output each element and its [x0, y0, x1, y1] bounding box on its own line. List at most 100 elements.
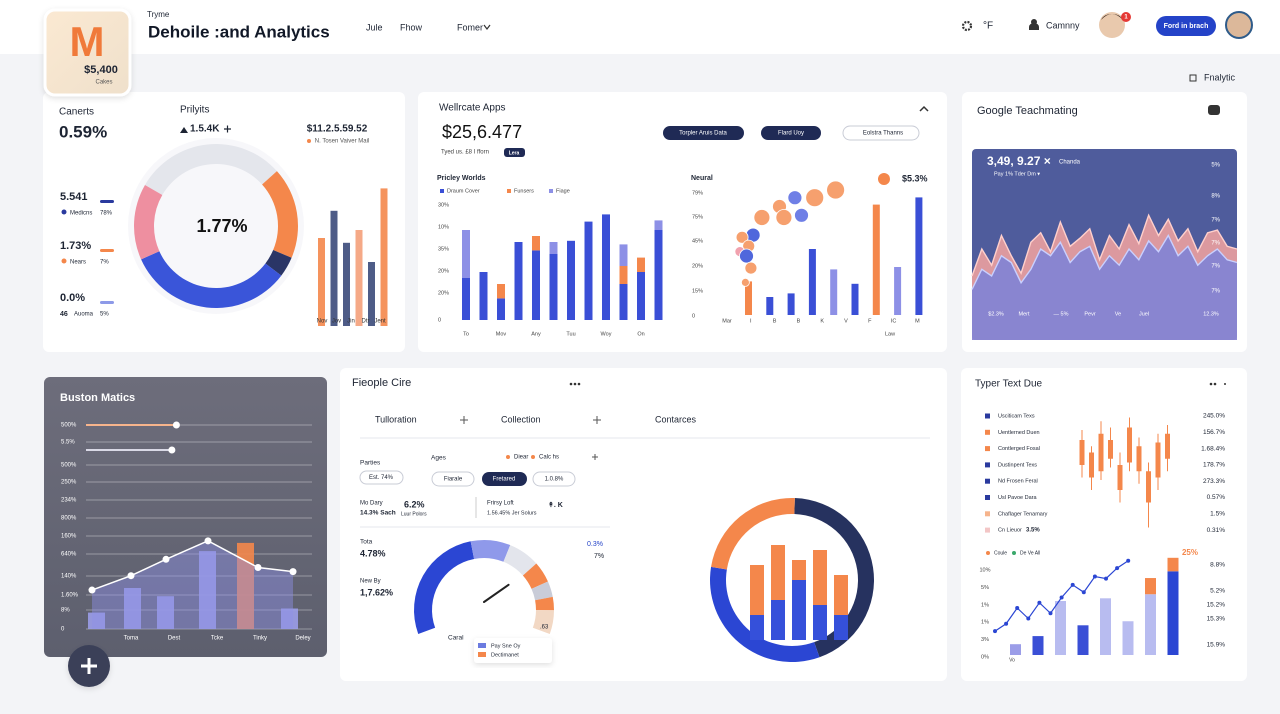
- value: 4.78%: [360, 548, 386, 558]
- extra: 3.5%: [1026, 528, 1040, 534]
- logo-caption: Cakes: [95, 80, 112, 86]
- parties: Parties: [360, 460, 381, 467]
- menu-dots[interactable]: [1209, 382, 1226, 386]
- bar-top: [1167, 557, 1179, 572]
- legend-swatch: [478, 652, 486, 657]
- pill[interactable]: [761, 126, 821, 140]
- plus-icon[interactable]: [460, 416, 601, 460]
- labels: Jent: [374, 319, 386, 325]
- bubble: [739, 248, 754, 264]
- label: Contlerged Fosal: [998, 446, 1040, 452]
- x-labels: IC: [891, 318, 897, 324]
- value: 273.3%: [1203, 478, 1225, 485]
- row-marker: [985, 495, 990, 500]
- menu-dots[interactable]: [569, 382, 581, 386]
- point: [289, 568, 297, 576]
- badge: [1121, 12, 1131, 22]
- dot: [307, 139, 311, 143]
- account-icon[interactable]: [1029, 19, 1039, 30]
- legend: Chanda: [1059, 160, 1081, 166]
- up-arrow: [180, 127, 188, 133]
- metric-marker: [100, 249, 114, 252]
- x-labels: Tcke: [211, 636, 224, 642]
- legend-dot: [531, 455, 535, 459]
- x-labels: I: [750, 318, 752, 324]
- bubble: [794, 207, 809, 223]
- slider-knob[interactable]: [172, 421, 180, 429]
- bar: [745, 281, 752, 315]
- right-labels: 15.2%: [1207, 602, 1226, 609]
- bar-segment: [497, 284, 505, 299]
- plus-icon[interactable]: [224, 125, 231, 133]
- slider-knob[interactable]: [168, 446, 176, 454]
- bar: [1055, 601, 1066, 655]
- title: Pricley Worlds: [437, 175, 486, 182]
- sub2: Luur Polors: [401, 511, 427, 517]
- bubble: [826, 180, 845, 200]
- point: [88, 586, 96, 594]
- point: [1070, 582, 1075, 587]
- chip[interactable]: [359, 470, 404, 485]
- bar-top: [1145, 578, 1156, 595]
- bar-segment: [462, 230, 470, 278]
- metric-dot: [61, 209, 67, 215]
- gear-icon[interactable]: [961, 20, 973, 32]
- chip[interactable]: [431, 471, 475, 487]
- chevron[interactable]: [483, 24, 491, 30]
- bar: [894, 267, 902, 315]
- ytick-labels: 15%: [692, 288, 703, 294]
- x-labels: Deley: [295, 636, 310, 642]
- left-labels: 5%: [981, 585, 989, 591]
- avatar-hair: [1101, 14, 1123, 20]
- ring-segment: [535, 596, 554, 611]
- bottom-labels: $2.3%: [988, 311, 1004, 317]
- bar-segment: [462, 278, 470, 320]
- label: Uentlerned Duen: [998, 430, 1040, 436]
- bubble: [787, 190, 803, 206]
- value: 0.57%: [1207, 494, 1226, 501]
- categories: Tuu: [566, 331, 575, 337]
- bar: [808, 249, 816, 315]
- collapse-icon[interactable]: [919, 105, 929, 112]
- point: [1015, 606, 1020, 610]
- title: Google Teachmating: [977, 105, 1078, 117]
- point: [162, 555, 170, 563]
- value: 0.31%: [1207, 527, 1226, 534]
- toolbar-icon[interactable]: [1189, 74, 1197, 82]
- categories: Any: [531, 331, 541, 337]
- ytick-labels: 20%: [438, 290, 449, 296]
- avatar[interactable]: [1099, 12, 1125, 38]
- point: [1048, 611, 1053, 616]
- x-labels: B: [773, 318, 777, 324]
- chip[interactable]: [532, 471, 576, 487]
- labels: Nov: [317, 319, 328, 325]
- logo[interactable]: [43, 8, 132, 97]
- pills: Torpler Aruis Data: [679, 131, 727, 137]
- chip[interactable]: [482, 472, 527, 486]
- tabs: Contarces: [655, 414, 697, 424]
- ytick-labels: 75%: [692, 214, 703, 220]
- pill[interactable]: [663, 126, 744, 140]
- candle-body: [1155, 442, 1161, 478]
- teach-icon[interactable]: [1208, 105, 1220, 115]
- left-labels: 10%: [979, 567, 990, 573]
- tag: [504, 148, 525, 157]
- bar-segment: [834, 615, 848, 640]
- row-marker: [985, 527, 990, 533]
- button[interactable]: [1156, 16, 1216, 36]
- card: [340, 368, 947, 681]
- right-labels: 5.2%: [1210, 588, 1225, 595]
- x-labels: K: [820, 318, 824, 324]
- ytick-labels: 30%: [438, 202, 449, 208]
- value: 0.0%: [60, 292, 85, 304]
- ring-segment: [262, 171, 298, 258]
- avatar[interactable]: [1225, 11, 1253, 39]
- bar-segment: [549, 254, 558, 320]
- ytick-labels: 234%: [61, 498, 77, 504]
- legend-swatch: [440, 189, 444, 193]
- label: Mo Dary: [360, 501, 383, 507]
- sub: 14.3% Sach: [360, 510, 396, 517]
- eyebrow: Tryme: [147, 10, 170, 19]
- pill[interactable]: [842, 125, 920, 141]
- nav: Fhow: [400, 22, 423, 32]
